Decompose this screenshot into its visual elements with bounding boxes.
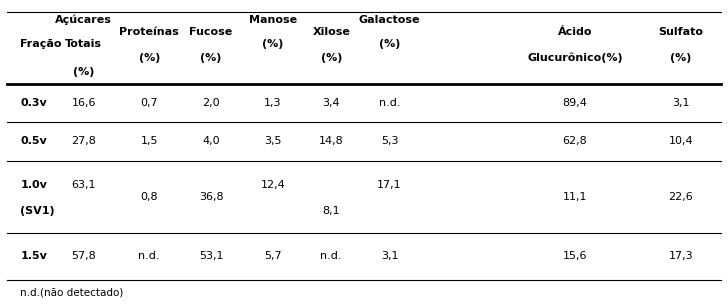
Text: (%): (%) [200, 53, 222, 63]
Text: Fucose: Fucose [189, 27, 233, 37]
Text: 17,3: 17,3 [668, 251, 693, 261]
Text: 12,4: 12,4 [261, 180, 285, 190]
Text: 57,8: 57,8 [71, 251, 96, 261]
Text: 89,4: 89,4 [563, 98, 587, 108]
Text: 1,5: 1,5 [141, 136, 158, 146]
Text: 5,3: 5,3 [381, 136, 398, 146]
Text: Açúcares: Açúcares [55, 15, 112, 25]
Text: 15,6: 15,6 [563, 251, 587, 261]
Text: Xilose: Xilose [312, 27, 350, 37]
Text: Proteínas: Proteínas [119, 27, 179, 37]
Text: Glucurônico(%): Glucurônico(%) [527, 53, 623, 63]
Text: 14,8: 14,8 [319, 136, 344, 146]
Text: 0.5v: 0.5v [20, 136, 47, 146]
Text: n.d.: n.d. [320, 251, 342, 261]
Text: Manose: Manose [249, 15, 297, 25]
Text: 36,8: 36,8 [199, 192, 223, 202]
Text: 0.3v: 0.3v [20, 98, 47, 108]
Text: 3,4: 3,4 [323, 98, 340, 108]
Text: 3,1: 3,1 [381, 251, 398, 261]
Text: n.d.: n.d. [379, 98, 400, 108]
Text: Galactose: Galactose [359, 15, 420, 25]
Text: (%): (%) [670, 53, 692, 63]
Text: 10,4: 10,4 [668, 136, 693, 146]
Text: 17,1: 17,1 [377, 180, 402, 190]
Text: Fração: Fração [20, 39, 62, 49]
Text: (%): (%) [73, 67, 95, 77]
Text: 0,7: 0,7 [141, 98, 158, 108]
Text: 1.5v: 1.5v [20, 251, 47, 261]
Text: n.d.: n.d. [138, 251, 160, 261]
Text: (%): (%) [320, 53, 342, 63]
Text: 1.0v: 1.0v [20, 180, 47, 190]
Text: (%): (%) [138, 53, 160, 63]
Text: (%): (%) [262, 39, 284, 49]
Text: 2,0: 2,0 [202, 98, 220, 108]
Text: Ácido: Ácido [558, 27, 593, 37]
Text: 11,1: 11,1 [563, 192, 587, 202]
Text: 53,1: 53,1 [199, 251, 223, 261]
Text: 1,3: 1,3 [264, 98, 282, 108]
Text: (%): (%) [379, 39, 400, 49]
Text: 3,5: 3,5 [264, 136, 282, 146]
Text: 22,6: 22,6 [668, 192, 693, 202]
Text: Sulfato: Sulfato [658, 27, 703, 37]
Text: 63,1: 63,1 [71, 180, 96, 190]
Text: 0,8: 0,8 [141, 192, 158, 202]
Text: 3,1: 3,1 [672, 98, 689, 108]
Text: (SV1): (SV1) [20, 206, 55, 216]
Text: 27,8: 27,8 [71, 136, 96, 146]
Text: 16,6: 16,6 [71, 98, 96, 108]
Text: 8,1: 8,1 [323, 206, 340, 216]
Text: Totais: Totais [66, 39, 102, 49]
Text: 5,7: 5,7 [264, 251, 282, 261]
Text: 4,0: 4,0 [202, 136, 220, 146]
Text: n.d.(não detectado): n.d.(não detectado) [20, 287, 124, 297]
Text: 62,8: 62,8 [563, 136, 587, 146]
